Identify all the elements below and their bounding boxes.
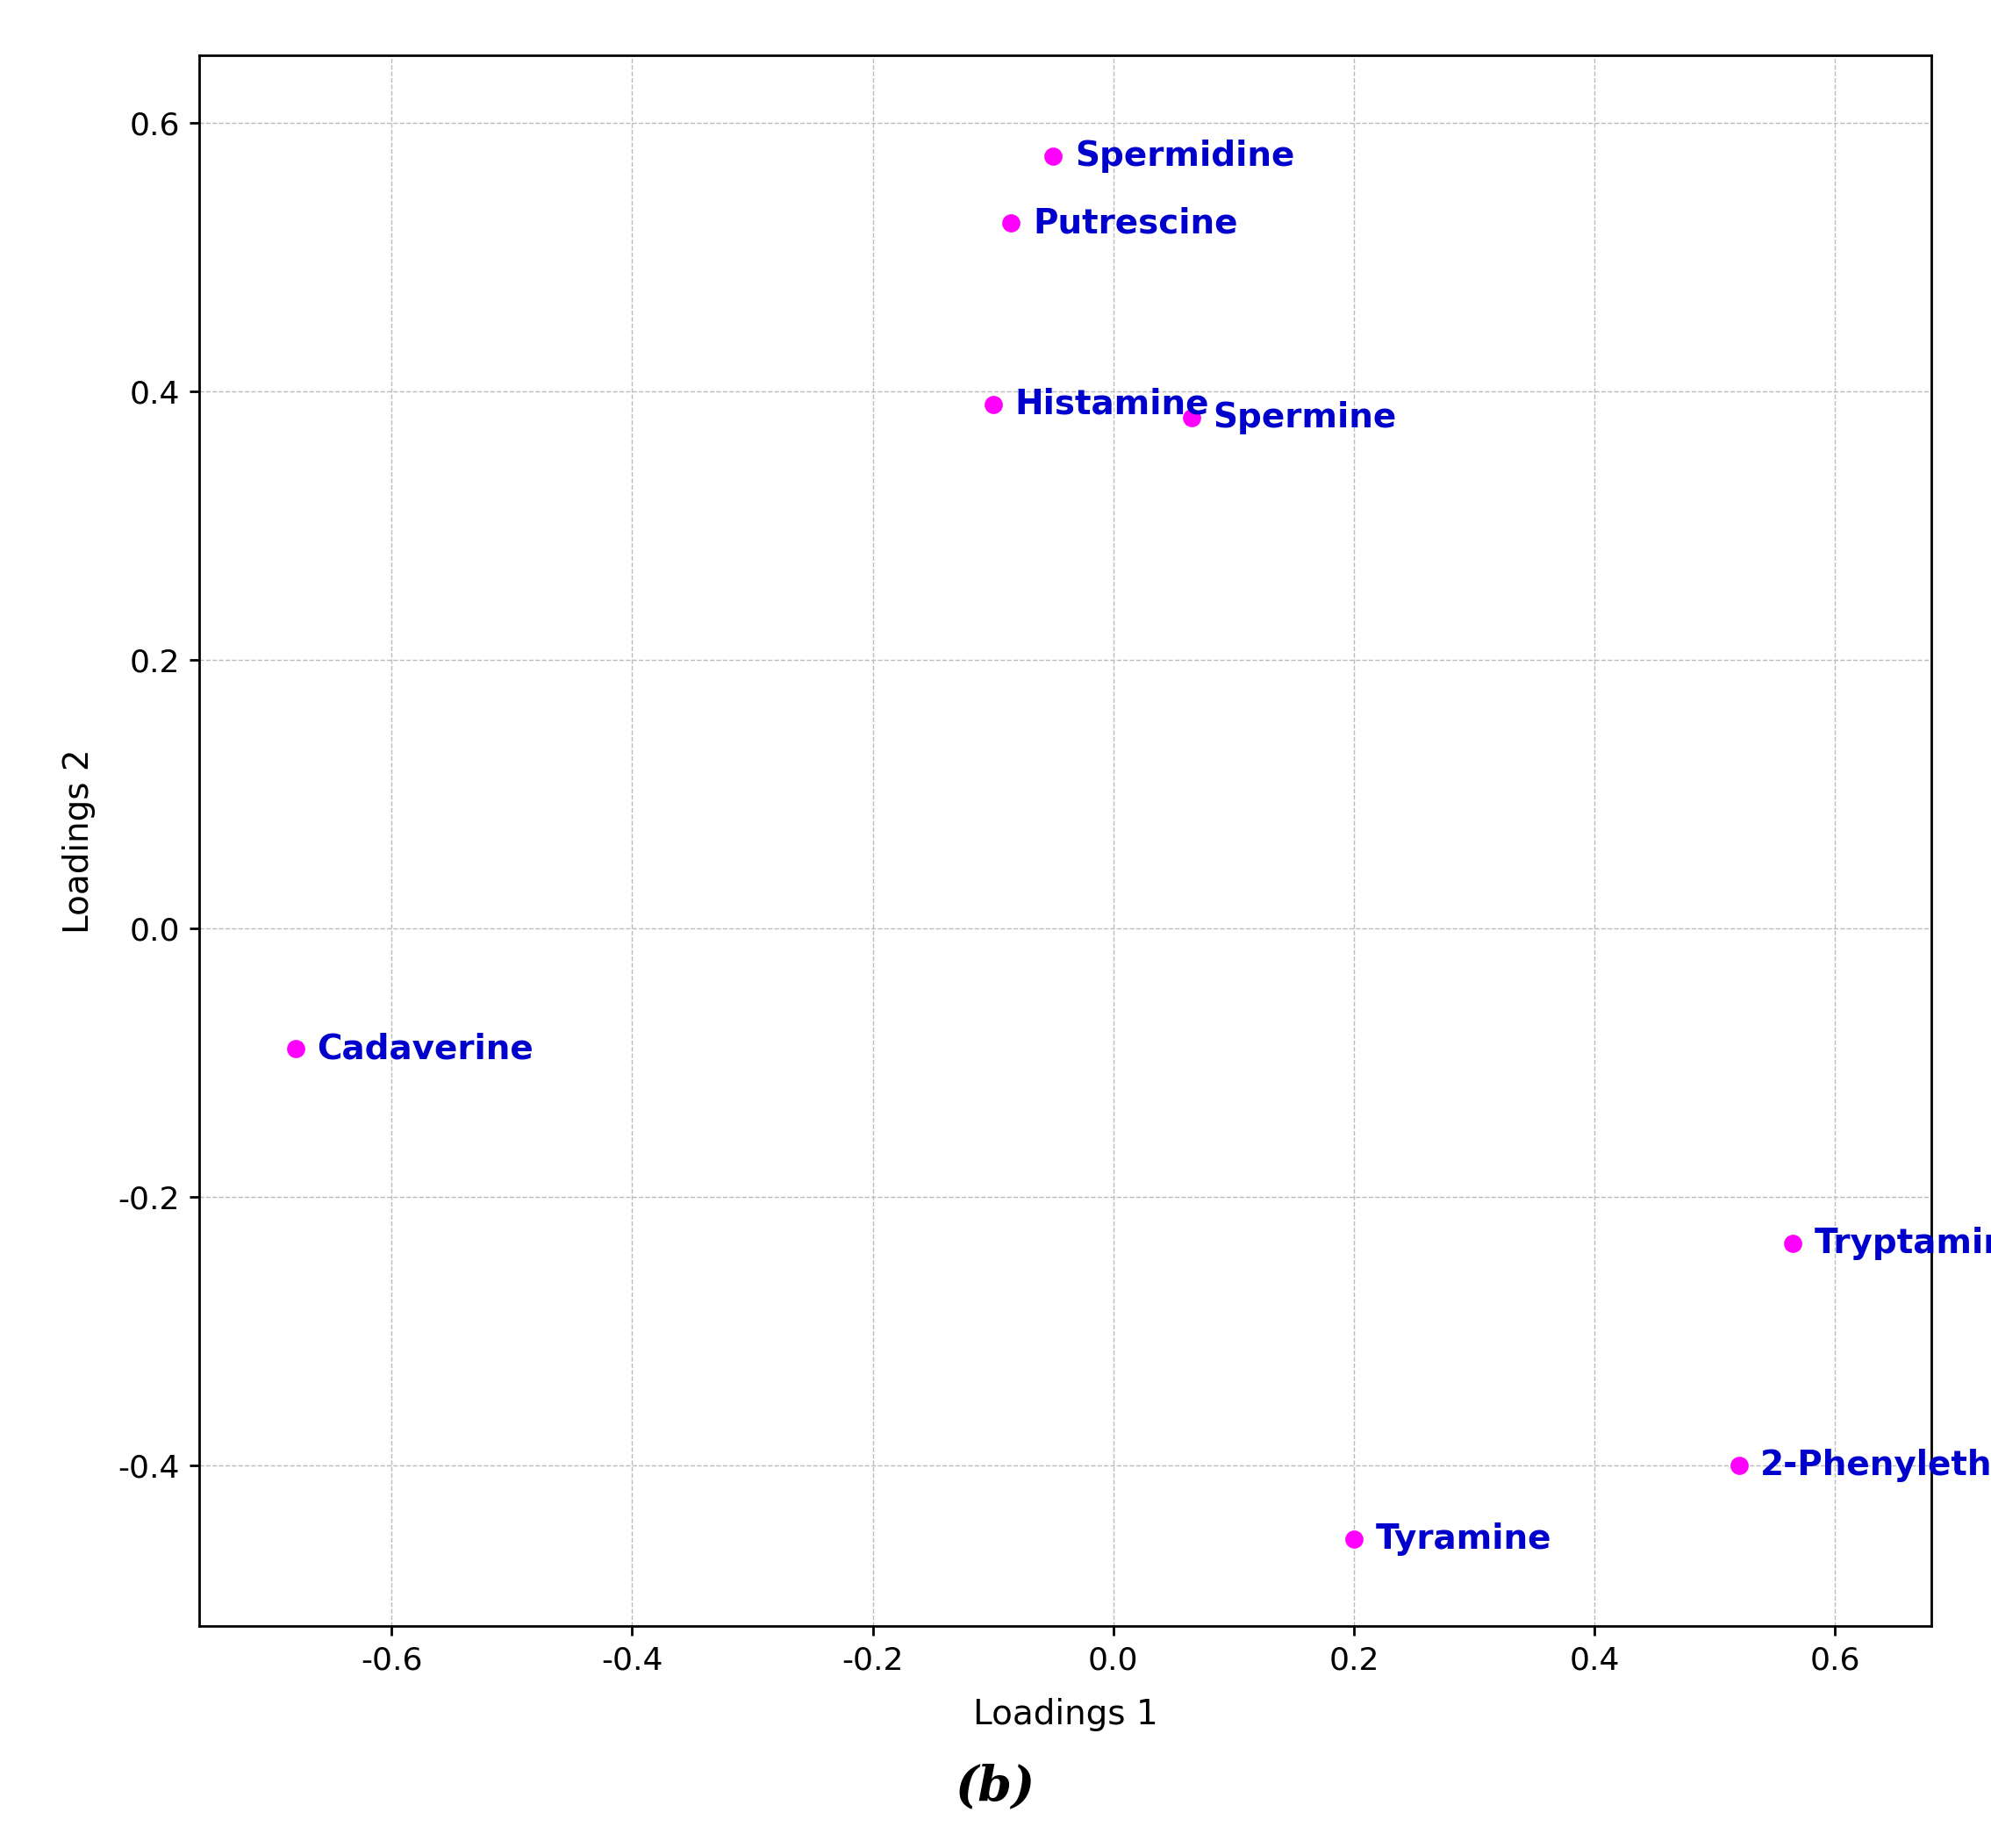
Point	[1175, 403, 1207, 432]
X-axis label: Loadings 1: Loadings 1	[974, 1698, 1157, 1732]
Text: Cadaverine: Cadaverine	[317, 1033, 534, 1066]
Text: Tryptamine: Tryptamine	[1814, 1227, 1991, 1260]
Text: Histamine: Histamine	[1015, 388, 1209, 421]
Point	[1037, 140, 1069, 170]
Text: Tyramine: Tyramine	[1376, 1523, 1551, 1556]
Y-axis label: Loadings 2: Loadings 2	[62, 748, 96, 933]
Text: (b): (b)	[956, 1763, 1035, 1811]
Point	[996, 209, 1027, 238]
Text: 2-Phenylethylami: 2-Phenylethylami	[1760, 1449, 1991, 1482]
Point	[1338, 1525, 1370, 1554]
Text: Spermine: Spermine	[1213, 401, 1398, 434]
Text: Spermidine: Spermidine	[1075, 139, 1294, 174]
Text: Putrescine: Putrescine	[1033, 207, 1238, 240]
Point	[1778, 1229, 1810, 1258]
Point	[279, 1035, 311, 1064]
Point	[978, 390, 1009, 419]
Point	[1722, 1451, 1754, 1480]
